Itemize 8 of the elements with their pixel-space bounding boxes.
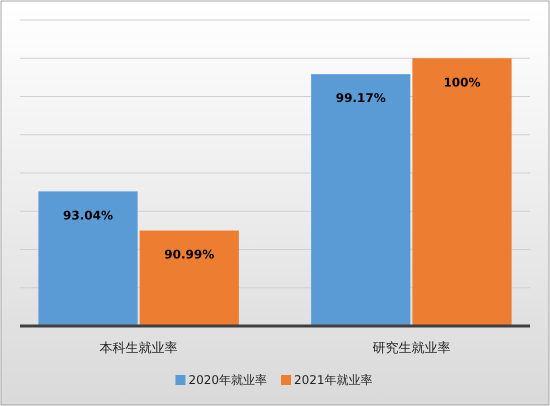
data-label: 100% [443, 75, 481, 90]
data-label: 99.17% [336, 91, 386, 106]
data-label: 90.99% [164, 248, 214, 262]
data-label: 93.04% [63, 208, 113, 222]
x-tick-label: 本科生就业率 [100, 340, 178, 356]
legend-label: 2021年就业率 [294, 373, 373, 387]
legend-label: 2020年就业率 [188, 373, 267, 387]
x-tick-label: 研究生就业率 [372, 340, 450, 356]
